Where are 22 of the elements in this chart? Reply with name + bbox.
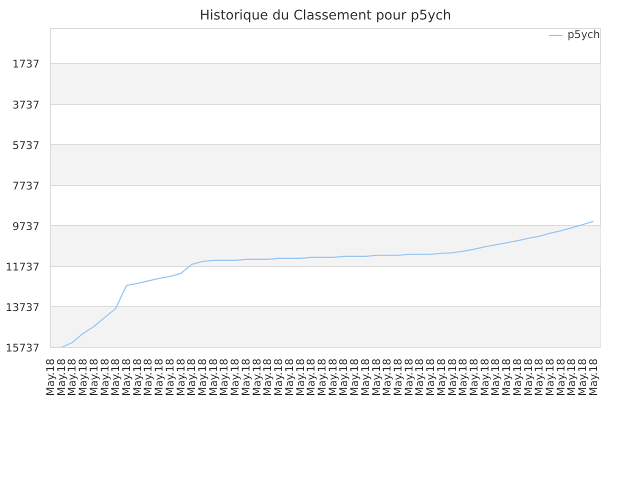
x-tick-label: May.18 [228, 358, 242, 396]
y-tick-label: 1737 [12, 58, 40, 71]
chart-title: Historique du Classement pour p5ych [200, 8, 452, 24]
y-tick-label: 7737 [12, 179, 40, 192]
y-tick-label: 9737 [12, 220, 40, 233]
x-tick-label: May.18 [544, 358, 557, 396]
x-tick-label: May.18 [272, 358, 286, 396]
x-tick-label: May.18 [424, 358, 438, 396]
x-tick-label: May.18 [44, 358, 57, 396]
y-tick-label: 5737 [12, 138, 40, 152]
x-tick-label: May.18 [152, 358, 166, 396]
x-tick-label: May.18 [120, 358, 134, 396]
x-tick-label: May.18 [76, 358, 90, 396]
y-tick-label: 11737 [6, 260, 40, 274]
x-tick-label: May.18 [576, 358, 590, 396]
y-tick-label: 13737 [6, 300, 40, 314]
x-tick-label: May.18 [348, 358, 362, 396]
x-tick-label: May.18 [500, 358, 514, 396]
y-tick-label: 15737 [6, 342, 40, 354]
x-tick-label: May.18 [196, 358, 210, 396]
y-tick-label: 3737 [12, 98, 40, 112]
legend-label: p5ych [568, 28, 600, 41]
